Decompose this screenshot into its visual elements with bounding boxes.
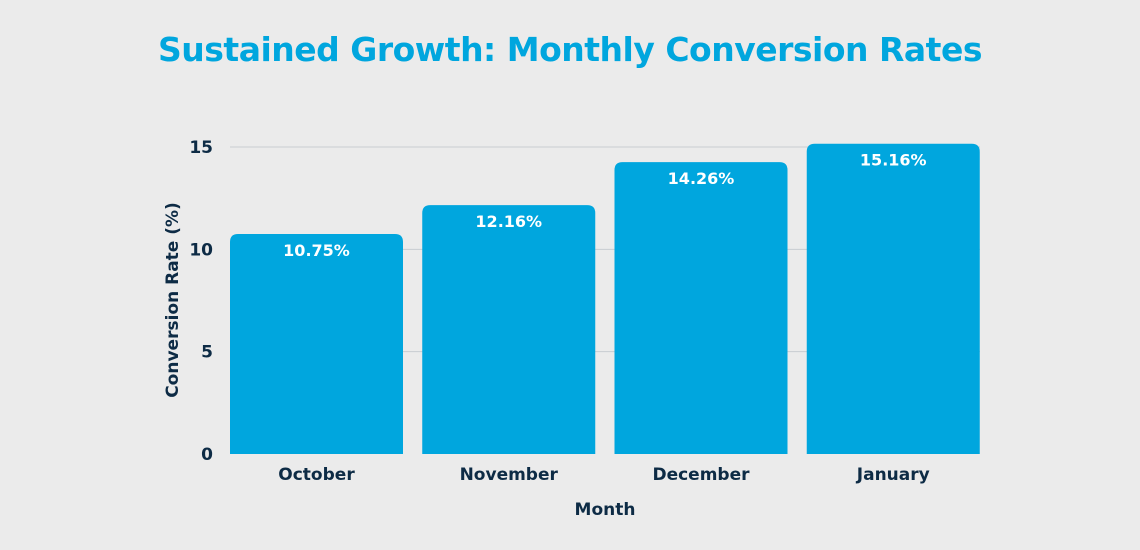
y-tick-label: 5 (201, 343, 213, 363)
bar-december (614, 162, 788, 455)
y-tick-label: 0 (201, 445, 213, 465)
x-tick-label: January (856, 465, 930, 485)
x-tick-label: November (460, 465, 559, 485)
x-tick-label: December (652, 465, 750, 485)
bar-october (230, 233, 403, 454)
y-axis-label: Conversion Rate (%) (163, 202, 183, 398)
x-axis-label: Month (575, 500, 636, 520)
data-label: 15.16% (860, 151, 927, 170)
y-tick-label: 15 (189, 138, 213, 158)
data-label: 10.75% (283, 241, 350, 260)
bar-november (422, 205, 596, 454)
bar-january (806, 143, 980, 454)
x-tick-label: October (278, 465, 355, 485)
chart-title: Sustained Growth: Monthly Conversion Rat… (158, 30, 982, 69)
data-label: 12.16% (475, 212, 542, 231)
data-label: 14.26% (668, 169, 735, 188)
y-tick-label: 10 (189, 240, 213, 260)
